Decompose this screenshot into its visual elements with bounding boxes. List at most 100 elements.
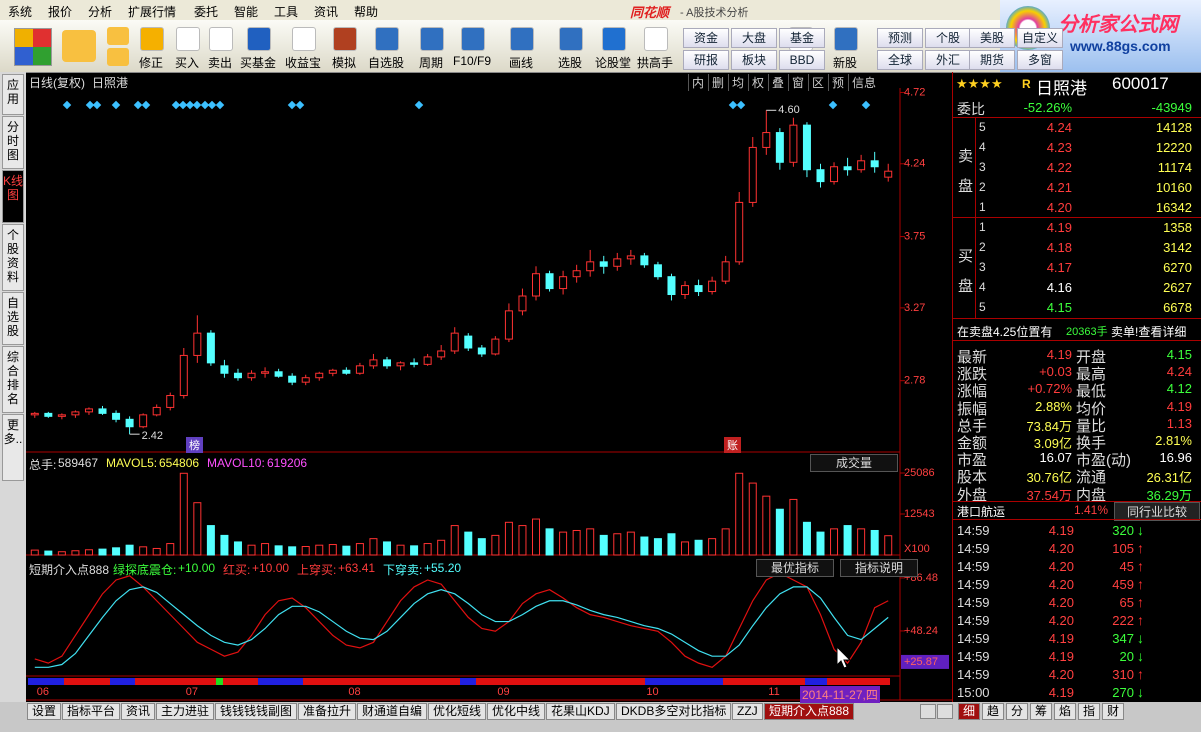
toolbar-button[interactable]: 拱高手: [636, 56, 673, 70]
toolbar-icon[interactable]: [375, 27, 399, 51]
toolbar-button[interactable]: 收益宝: [284, 56, 321, 70]
toolbar-button[interactable]: 画线: [508, 56, 533, 70]
side-tab[interactable]: 应用: [2, 74, 24, 115]
toolbar-icon[interactable]: [834, 27, 858, 51]
toolbar-button[interactable]: 卖出: [207, 56, 232, 70]
toolbar-icon[interactable]: [176, 27, 200, 51]
toolbar-icon[interactable]: [644, 27, 668, 51]
bottom-tab[interactable]: 资讯: [121, 703, 156, 720]
toolbar-icon[interactable]: [420, 27, 444, 51]
small-button[interactable]: 自定义: [1017, 28, 1063, 48]
toolbar-icon[interactable]: [559, 27, 583, 51]
toolbar-button[interactable]: 模拟: [331, 56, 356, 70]
toolbar-icon[interactable]: [602, 27, 626, 51]
side-tab[interactable]: 分时图: [2, 116, 24, 169]
bottom-tab[interactable]: 优化中线: [487, 703, 546, 720]
industry-compare[interactable]: 同行业比较: [1114, 502, 1200, 521]
toolbar-button[interactable]: 买基金: [239, 56, 276, 70]
chart-tool[interactable]: 内: [688, 74, 707, 91]
toolbar-button[interactable]: 周期: [418, 56, 443, 70]
bottom-tab[interactable]: 花果山KDJ: [546, 703, 615, 720]
tick-price: 4.20: [1048, 613, 1074, 628]
bottom-tab[interactable]: 设置: [27, 703, 62, 720]
small-button[interactable]: 美股: [969, 28, 1015, 48]
menu-item[interactable]: 智能: [234, 5, 259, 19]
menu-item[interactable]: 系统: [8, 5, 33, 19]
toolbar-icon[interactable]: [247, 27, 271, 51]
toolbar-icon[interactable]: [510, 27, 534, 51]
toolbar-button[interactable]: 选股: [557, 56, 582, 70]
bottom-tab[interactable]: 财通道自编: [357, 703, 428, 720]
small-button[interactable]: 大盘: [731, 28, 777, 48]
chart-tool[interactable]: 预: [828, 74, 847, 91]
menu-item[interactable]: 扩展行情: [128, 5, 177, 19]
back-button[interactable]: [62, 30, 96, 62]
toolbar-icon[interactable]: [209, 27, 233, 51]
small-button[interactable]: 基金: [779, 28, 825, 48]
toolbar-icon[interactable]: [292, 27, 316, 51]
panel-tab[interactable]: 细: [958, 703, 980, 720]
chart-tool[interactable]: 权: [748, 74, 767, 91]
small-button[interactable]: 预测: [877, 28, 923, 48]
toolbar-button[interactable]: 论股堂: [594, 56, 631, 70]
grid-icon[interactable]: [14, 28, 52, 66]
indicator-button[interactable]: 最优指标: [756, 559, 834, 577]
toolbar-button[interactable]: 买入: [174, 56, 199, 70]
small-button[interactable]: 期货: [969, 50, 1015, 70]
bottom-tab[interactable]: 准备拉升: [298, 703, 357, 720]
toolbar-button[interactable]: 新股: [832, 56, 857, 70]
panel-tab[interactable]: 指: [1078, 703, 1100, 720]
side-tab[interactable]: 综合排名: [2, 346, 24, 413]
menu-item[interactable]: 资讯: [314, 5, 339, 19]
side-tab[interactable]: K线图: [2, 170, 24, 223]
menu-item[interactable]: 工具: [274, 5, 299, 19]
scroll-right[interactable]: [937, 704, 953, 719]
small-button[interactable]: 研报: [683, 50, 729, 70]
bottom-tab[interactable]: 指标平台: [62, 703, 121, 720]
bottom-tab[interactable]: DKDB多空对比指标: [616, 703, 732, 720]
chart-tool[interactable]: 区: [808, 74, 827, 91]
toolbar-button[interactable]: 修正: [138, 56, 163, 70]
menu-item[interactable]: 报价: [48, 5, 73, 19]
small-button[interactable]: 板块: [731, 50, 777, 70]
small-button[interactable]: 外汇: [925, 50, 971, 70]
menu-item[interactable]: 帮助: [354, 5, 379, 19]
bottom-tab[interactable]: 短期介入点888: [764, 703, 855, 720]
toolbar-button[interactable]: F10/F9: [452, 54, 491, 68]
panel-tab[interactable]: 焰: [1054, 703, 1076, 720]
notice-link[interactable]: 卖单!查看详细: [1111, 325, 1187, 339]
chart-tool[interactable]: 信息: [848, 74, 879, 91]
bottom-tab[interactable]: 优化短线: [428, 703, 487, 720]
menu-item[interactable]: 分析: [88, 5, 113, 19]
panel-tab[interactable]: 筹: [1030, 703, 1052, 720]
toolbar-icon[interactable]: [333, 27, 357, 51]
menu-item[interactable]: 委托: [194, 5, 219, 19]
small-button[interactable]: BBD: [779, 50, 825, 70]
bottom-tab[interactable]: ZZJ: [732, 703, 763, 720]
small-button[interactable]: 全球: [877, 50, 923, 70]
panel-tab[interactable]: 财: [1102, 703, 1124, 720]
indicator-button[interactable]: 指标说明: [840, 559, 918, 577]
chart-tool[interactable]: 叠: [768, 74, 787, 91]
toolbar-button[interactable]: 自选股: [367, 56, 404, 70]
small-button[interactable]: 多窗: [1017, 50, 1063, 70]
bottom-tab[interactable]: 钱钱钱钱副图: [215, 703, 298, 720]
bottom-tab[interactable]: 主力进驻: [156, 703, 215, 720]
down-button[interactable]: [107, 48, 129, 66]
panel-tab[interactable]: 趋: [982, 703, 1004, 720]
small-button[interactable]: 资金: [683, 28, 729, 48]
up-button[interactable]: [107, 27, 129, 45]
chart-tool[interactable]: 窗: [788, 74, 807, 91]
side-tab[interactable]: 自选股: [2, 292, 24, 345]
scroll-left[interactable]: [920, 704, 936, 719]
panel-tab[interactable]: 分: [1006, 703, 1028, 720]
chart-tool[interactable]: 均: [728, 74, 747, 91]
volume-bar: [667, 533, 676, 556]
volume-selector[interactable]: 成交量: [810, 454, 898, 472]
toolbar-icon[interactable]: [461, 27, 485, 51]
side-tab[interactable]: 更多..: [2, 414, 24, 481]
small-button[interactable]: 个股: [925, 28, 971, 48]
chart-tool[interactable]: 删: [708, 74, 727, 91]
side-tab[interactable]: 个股资料: [2, 224, 24, 291]
toolbar-icon[interactable]: [140, 27, 164, 51]
